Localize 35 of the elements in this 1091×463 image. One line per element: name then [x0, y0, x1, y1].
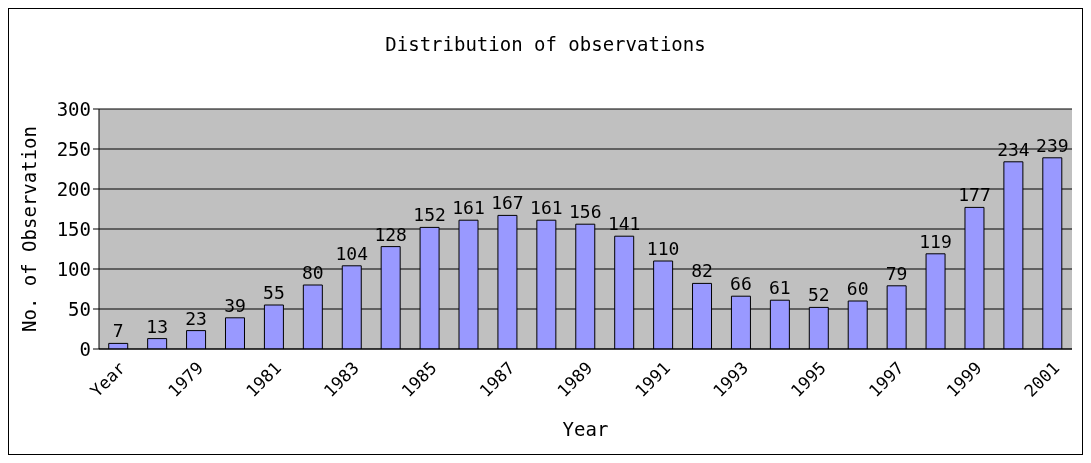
y-tick-label: 150 — [56, 217, 91, 240]
y-tick-label: 50 — [68, 297, 91, 320]
data-label: 177 — [958, 184, 991, 206]
y-tick-label: 250 — [56, 137, 91, 160]
y-tick-label: 100 — [56, 257, 91, 280]
data-label: 60 — [846, 278, 869, 299]
data-label: 239 — [1036, 134, 1069, 156]
data-label: 79 — [885, 262, 908, 284]
data-label: 52 — [807, 284, 830, 306]
data-label: 13 — [146, 315, 168, 337]
y-tick-label: 200 — [56, 177, 91, 200]
data-label: 161 — [452, 197, 485, 219]
chart-title: Distribution of observations — [384, 33, 707, 55]
data-label: 141 — [607, 213, 641, 235]
data-label: 167 — [491, 192, 524, 214]
data-label: 234 — [997, 138, 1030, 160]
y-axis-title: No. of Observation — [17, 126, 40, 332]
data-label: 82 — [691, 260, 713, 282]
data-label: 23 — [185, 307, 207, 329]
data-label: 61 — [769, 277, 791, 299]
data-label: 156 — [569, 201, 602, 223]
data-label: 152 — [413, 204, 446, 226]
data-label: 66 — [730, 273, 752, 295]
y-tick-label: 0 — [79, 337, 91, 360]
x-axis-title: Year — [562, 418, 609, 440]
data-label: 104 — [335, 242, 369, 264]
data-label: 110 — [646, 238, 680, 259]
y-tick-label: 300 — [56, 97, 91, 120]
data-label: 55 — [263, 282, 285, 303]
data-label: 128 — [374, 223, 407, 245]
data-label: 161 — [530, 197, 563, 219]
data-label: 80 — [301, 262, 324, 283]
data-label: 119 — [919, 230, 952, 252]
data-label: 39 — [224, 294, 246, 316]
data-label: 7 — [112, 320, 124, 342]
